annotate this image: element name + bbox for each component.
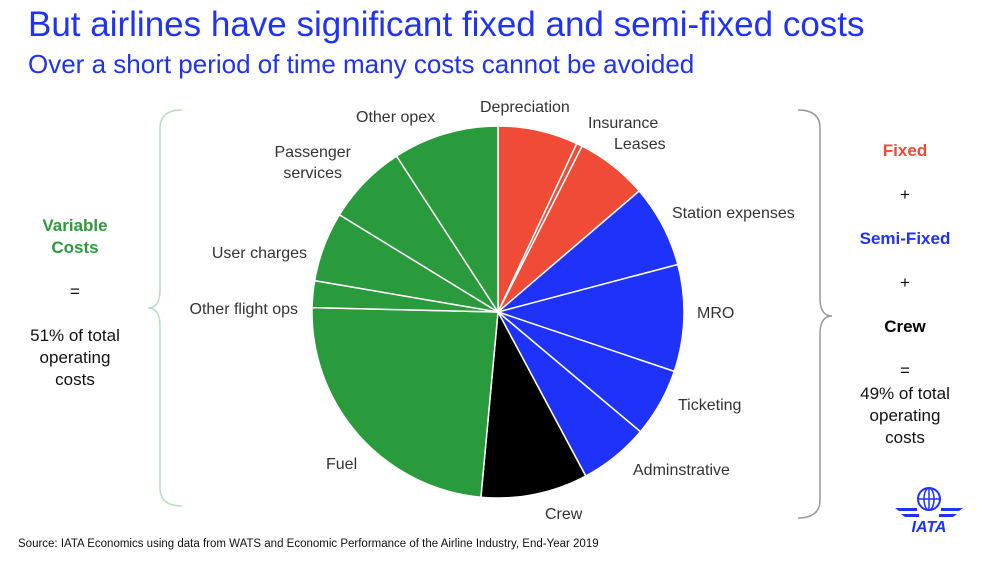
slice-label-leases: Leases (614, 136, 666, 153)
slice-label-passenger-services-2: services (283, 165, 342, 182)
slice-label-ticketing: Ticketing (678, 397, 741, 414)
slice-label-mro: MRO (697, 305, 734, 322)
logo-text: IATA (912, 519, 947, 536)
slice-label-adminstrative: Adminstrative (633, 462, 730, 479)
fixed-share-line3: costs (885, 427, 925, 447)
fixed-share-line1: 49% of total (860, 383, 950, 403)
variable-share-line1: 51% of total (30, 326, 120, 346)
slice-label-depreciation: Depreciation (480, 99, 570, 116)
plus-sign-2: + (900, 273, 910, 293)
semi-fixed-label: Semi-Fixed (859, 229, 951, 249)
page-subtitle: Over a short period of time many costs c… (28, 49, 695, 79)
pie-slice-fuel (311, 306, 499, 499)
slice-label-other-opex: Other opex (356, 109, 435, 126)
wings-icon (895, 508, 963, 517)
fixed-costs-panel: Fixed + Semi-Fixed + Crew = 49% of total… (835, 140, 975, 449)
variable-equals: = (70, 282, 80, 302)
variable-share-line2: operating (39, 348, 111, 368)
slice-label-station-expenses: Station expenses (672, 205, 795, 222)
variable-label-line1: Variable (42, 216, 108, 235)
slice-label-other-flight-ops: Other flight ops (190, 301, 299, 318)
pie-slice-other-opex (395, 125, 499, 315)
globe-icon (917, 487, 941, 511)
slice-label-passenger-services-1: Passenger (275, 144, 352, 161)
page-title: But airlines have significant fixed and … (28, 5, 865, 44)
variable-label-line2: Costs (51, 238, 99, 258)
pie-slice-mro (495, 263, 685, 373)
variable-costs-panel: Variable Costs = 51% of total operating … (10, 215, 140, 392)
fixed-equals: = (900, 361, 910, 381)
plus-sign-1: + (900, 185, 910, 205)
slice-label-user-charges: User charges (212, 245, 307, 262)
slice-label-fuel: Fuel (326, 456, 357, 473)
left-brace (147, 109, 183, 507)
iata-logo: IATA (895, 487, 963, 536)
right-brace (797, 109, 833, 519)
crew-label: Crew (884, 317, 926, 337)
pie-slice-crew (480, 309, 587, 499)
fixed-share-line2: operating (869, 405, 941, 425)
slice-label-insurance: Insurance (588, 115, 658, 132)
variable-share-line3: costs (55, 370, 95, 390)
slice-label-crew: Crew (545, 506, 583, 523)
source-note: Source: IATA Economics using data from W… (18, 538, 599, 550)
fixed-label: Fixed (882, 141, 928, 160)
